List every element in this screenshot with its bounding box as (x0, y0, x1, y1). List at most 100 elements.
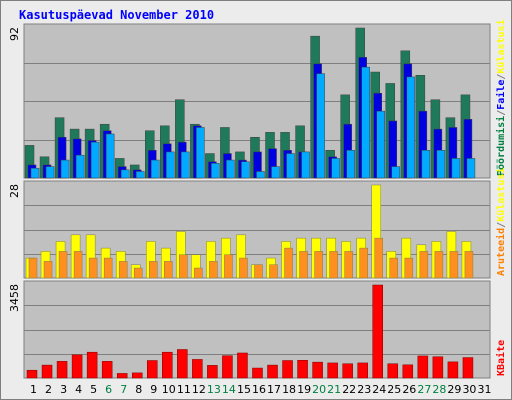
legend-item-traffic-top-1: / (496, 110, 507, 116)
bar-traffic-top-Külastusi-11 (181, 151, 190, 179)
bar-visits-middle-Aruteeid-19 (299, 251, 308, 279)
bar-kbytes-bottom-KBaite-24 (372, 284, 383, 379)
bar-visits-middle-Aruteeid-3 (58, 251, 68, 279)
bar-kbytes-bottom-KBaite-16 (252, 367, 263, 379)
bar-traffic-top-Külastusi-27 (421, 150, 431, 179)
legend-item-kbytes-bottom-0: KBaite (495, 340, 507, 376)
bar-visits-middle-Aruteeid-4 (73, 251, 83, 279)
bar-visits-middle-Aruteeid-29 (449, 251, 459, 279)
ymax-label-kbytes-bottom: 3458 (8, 284, 21, 312)
bar-visits-middle-Aruteeid-21 (329, 251, 338, 279)
x-tick-label-6: 6 (105, 383, 112, 396)
bar-kbytes-bottom-KBaite-10 (162, 351, 173, 379)
bar-visits-middle-Aruteeid-28 (434, 251, 444, 279)
bar-visits-middle-Aruteeid-10 (164, 261, 173, 279)
legend-item-traffic-top-3: / (496, 74, 507, 80)
bar-visits-middle-Aruteeid-18 (284, 247, 293, 279)
bar-traffic-top-Külastusi-9 (151, 159, 160, 179)
x-tick-label-19: 19 (297, 383, 311, 396)
bar-kbytes-bottom-KBaite-17 (267, 364, 278, 379)
bar-visits-middle-Aruteeid-1 (28, 257, 38, 279)
bar-visits-middle-Aruteeid-24 (374, 237, 383, 279)
bar-traffic-top-Külastusi-4 (75, 154, 85, 179)
bar-kbytes-bottom-KBaite-23 (357, 362, 368, 379)
bar-kbytes-bottom-KBaite-27 (417, 355, 429, 379)
bar-visits-middle-Aruteeid-14 (224, 254, 233, 279)
x-tick-label-24: 24 (372, 383, 386, 396)
x-tick-label-25: 25 (387, 383, 401, 396)
x-tick-label-1: 1 (30, 383, 37, 396)
panel-kbytes-bottom (23, 280, 491, 379)
bar-traffic-top-Külastusi-16 (256, 171, 265, 179)
x-tick-label-14: 14 (222, 383, 236, 396)
bar-traffic-top-Külastusi-24 (376, 110, 385, 179)
bar-traffic-top-Külastusi-6 (105, 133, 115, 179)
x-tick-label-21: 21 (327, 383, 341, 396)
bar-traffic-top-Külastusi-20 (316, 73, 325, 179)
bar-visits-middle-Aruteeid-5 (88, 257, 98, 279)
bar-traffic-top-Külastusi-13 (211, 163, 220, 179)
bar-traffic-top-Külastusi-17 (271, 166, 280, 179)
bar-traffic-top-Külastusi-23 (361, 66, 370, 179)
x-tick-label-17: 17 (267, 383, 281, 396)
x-tick-label-23: 23 (357, 383, 371, 396)
bar-traffic-top-Külastusi-22 (346, 150, 355, 179)
bar-visits-middle-Aruteeid-7 (118, 261, 128, 279)
bar-kbytes-bottom-KBaite-28 (432, 356, 444, 379)
x-tick-label-30: 30 (462, 383, 476, 396)
chart-title: Kasutuspäevad November 2010 (19, 8, 215, 22)
bar-traffic-top-Külastusi-21 (331, 158, 340, 179)
ymax-label-traffic-top: 92 (8, 27, 21, 41)
bar-kbytes-bottom-KBaite-25 (387, 363, 399, 379)
legend-item-visits-middle-1: / (496, 222, 507, 228)
legend-item-traffic-top-4: Külastusi (495, 19, 507, 73)
bar-traffic-top-Külastusi-8 (135, 171, 145, 179)
bar-kbytes-bottom-KBaite-4 (71, 354, 83, 379)
legend-item-traffic-top-0: Pöördumisi (495, 116, 507, 176)
bar-visits-middle-Aruteeid-8 (133, 267, 143, 279)
bar-kbytes-bottom-KBaite-26 (402, 364, 414, 379)
bar-visits-middle-Aruteeid-20 (314, 251, 323, 279)
bar-visits-middle-Aruteeid-16 (254, 264, 263, 279)
bar-traffic-top-Külastusi-25 (391, 166, 401, 179)
bar-traffic-top-Külastusi-10 (166, 151, 175, 179)
bar-kbytes-bottom-KBaite-7 (116, 373, 128, 379)
bar-traffic-top-Külastusi-2 (45, 166, 55, 179)
x-tick-label-3: 3 (60, 383, 67, 396)
bar-visits-middle-Aruteeid-15 (239, 257, 248, 279)
bar-visits-middle-Aruteeid-11 (179, 254, 188, 279)
x-tick-label-8: 8 (135, 383, 142, 396)
bar-kbytes-bottom-KBaite-2 (41, 364, 53, 379)
x-tick-label-29: 29 (447, 383, 461, 396)
bar-traffic-top-Külastusi-1 (30, 167, 40, 179)
x-tick-label-28: 28 (432, 383, 446, 396)
bar-traffic-top-Külastusi-26 (406, 76, 416, 179)
bar-traffic-top-Külastusi-5 (90, 141, 100, 179)
bar-kbytes-bottom-KBaite-19 (297, 359, 308, 379)
bar-traffic-top-Külastusi-7 (120, 169, 130, 179)
x-tick-label-11: 11 (177, 383, 191, 396)
x-tick-label-5: 5 (90, 383, 97, 396)
x-tick-label-2: 2 (45, 383, 52, 396)
bar-kbytes-bottom-KBaite-21 (327, 362, 338, 379)
bar-kbytes-bottom-KBaite-29 (447, 361, 459, 379)
bar-visits-middle-Aruteeid-13 (209, 261, 218, 279)
bar-visits-middle-Aruteeid-25 (389, 257, 399, 279)
x-tick-label-26: 26 (402, 383, 416, 396)
bar-traffic-top-Külastusi-30 (466, 158, 476, 179)
x-tick-label-15: 15 (237, 383, 251, 396)
x-tick-label-27: 27 (417, 383, 431, 396)
bar-visits-middle-Aruteeid-23 (359, 247, 368, 279)
bar-kbytes-bottom-KBaite-18 (282, 360, 293, 379)
bar-traffic-top-Külastusi-14 (226, 159, 235, 179)
legend-kbytes-bottom: KBaite (495, 340, 507, 376)
bar-kbytes-bottom-KBaite-22 (342, 363, 353, 379)
legend-item-visits-middle-2: Külastusi (495, 168, 507, 222)
bar-visits-middle-Aruteeid-22 (344, 251, 353, 279)
bar-traffic-top-Külastusi-28 (436, 150, 446, 179)
bar-visits-middle-Aruteeid-12 (194, 267, 203, 279)
bar-traffic-top-Külastusi-3 (60, 159, 70, 179)
bar-kbytes-bottom-KBaite-1 (26, 369, 38, 379)
bar-visits-middle-Aruteeid-30 (464, 251, 474, 279)
bar-kbytes-bottom-KBaite-9 (147, 360, 158, 379)
